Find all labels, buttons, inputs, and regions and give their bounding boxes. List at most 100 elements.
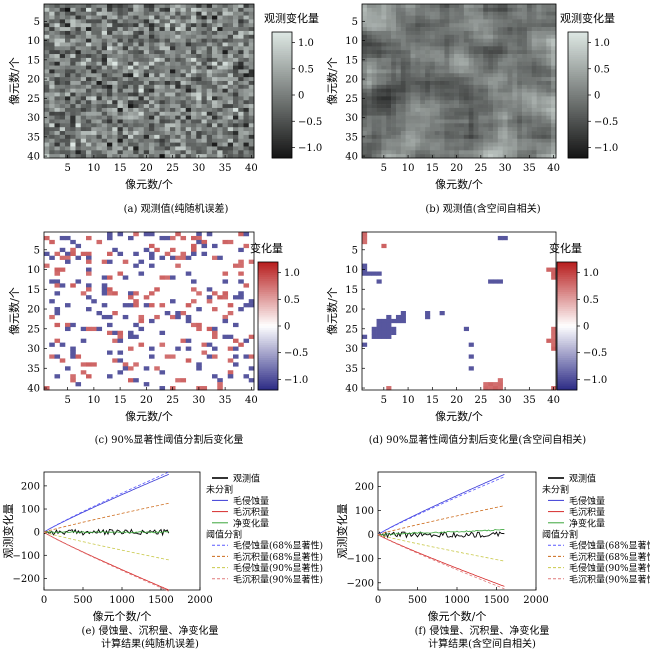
heatmap-cell [249, 43, 255, 47]
heatmap-cell [522, 120, 527, 124]
y-tick-label: 100 [21, 505, 40, 516]
heatmap-cell [217, 27, 223, 31]
heatmap-cell [420, 123, 425, 127]
heatmap-cell [60, 27, 66, 31]
heatmap-cell [212, 69, 218, 73]
heatmap-cell [181, 146, 187, 150]
heatmap-cell [444, 143, 449, 147]
heatmap-cell [411, 104, 416, 108]
heatmap-cell [372, 100, 377, 104]
heatmap-cell [396, 43, 401, 47]
heatmap-cell [123, 120, 129, 124]
heatmap-cell [233, 347, 239, 351]
heatmap-cell [454, 116, 459, 120]
heatmap-cell [474, 100, 479, 104]
heatmap-cell [170, 135, 176, 139]
heatmap-cell [70, 58, 76, 62]
heatmap-cell [60, 23, 66, 27]
heatmap-cell [546, 112, 551, 116]
heatmap-cell [202, 135, 208, 139]
heatmap-cell [444, 16, 449, 20]
heatmap-cell [478, 39, 483, 43]
heatmap-cell [541, 31, 546, 35]
heatmap-cell [181, 112, 187, 116]
heatmap-cell [493, 77, 498, 81]
heatmap-cell [238, 46, 244, 50]
y-tick-label: −100 [13, 551, 40, 562]
heatmap-cell [449, 8, 454, 12]
heatmap-cell [133, 8, 139, 12]
heatmap-cell [81, 146, 87, 150]
heatmap-cell [128, 73, 134, 77]
heatmap-cell [133, 77, 139, 81]
heatmap-cell [165, 23, 171, 27]
heatmap-cell [420, 104, 425, 108]
heatmap-cell [139, 96, 145, 100]
heatmap-cell [415, 16, 420, 20]
heatmap-cell [474, 150, 479, 154]
heatmap-cell [133, 58, 139, 62]
heatmap-cell [420, 66, 425, 70]
heatmap-cell [508, 150, 513, 154]
heatmap-cell [527, 58, 532, 62]
heatmap-cell [401, 143, 406, 147]
heatmap-cell [249, 46, 255, 50]
x-tick-label: 10 [402, 395, 415, 406]
heatmap-cell [244, 85, 250, 89]
heatmap-cell [49, 54, 55, 58]
heatmap-cell [401, 120, 406, 124]
heatmap-cell [154, 81, 160, 85]
heatmap-cell [123, 81, 129, 85]
heatmap-cell [381, 8, 386, 12]
heatmap-cell [217, 378, 223, 382]
heatmap-cell [123, 69, 129, 73]
heatmap-cell [469, 104, 474, 108]
heatmap-cell [537, 150, 542, 154]
heatmap-cell [160, 343, 166, 347]
heatmap-cell [91, 4, 97, 8]
heatmap-cell [44, 112, 50, 116]
heatmap-cell [469, 108, 474, 112]
heatmap-cell [144, 19, 150, 23]
heatmap-cell [228, 347, 234, 351]
heatmap-cell [175, 23, 181, 27]
heatmap-cell [65, 73, 71, 77]
heatmap-cell [541, 19, 546, 23]
heatmap-cell [411, 35, 416, 39]
heatmap-cell [102, 123, 108, 127]
heatmap-cell [133, 150, 139, 154]
heatmap-cell [464, 23, 469, 27]
heatmap-cell [65, 366, 71, 370]
heatmap-cell [112, 39, 118, 43]
heatmap-cell [139, 108, 145, 112]
heatmap-cell [546, 4, 551, 8]
heatmap-cell [65, 12, 71, 16]
heatmap-cell [212, 150, 218, 154]
heatmap-cell [55, 100, 61, 104]
heatmap-cell [488, 46, 493, 50]
heatmap-cell [532, 4, 537, 8]
heatmap-cell [249, 23, 255, 27]
heatmap-cell [76, 93, 82, 97]
heatmap-cell [144, 8, 150, 12]
heatmap-cell [196, 127, 202, 131]
heatmap-cell [238, 120, 244, 124]
heatmap-cell [118, 339, 124, 343]
heatmap-cell [65, 81, 71, 85]
heatmap-cell [70, 146, 76, 150]
heatmap-cell [551, 127, 556, 131]
heatmap-cell [238, 16, 244, 20]
heatmap-cell [367, 150, 372, 154]
heatmap-cell [541, 23, 546, 27]
heatmap-cell [411, 139, 416, 143]
heatmap-cell [381, 4, 386, 8]
heatmap-cell [537, 39, 542, 43]
heatmap-cell [238, 139, 244, 143]
heatmap-cell [202, 46, 208, 50]
colorbar: 变化量1.00.50−0.5−1.0 [250, 241, 308, 390]
heatmap-cell [55, 62, 61, 66]
heatmap-cell [411, 81, 416, 85]
heatmap-cell [386, 112, 391, 116]
heatmap-cell [449, 135, 454, 139]
heatmap-cell [123, 108, 129, 112]
